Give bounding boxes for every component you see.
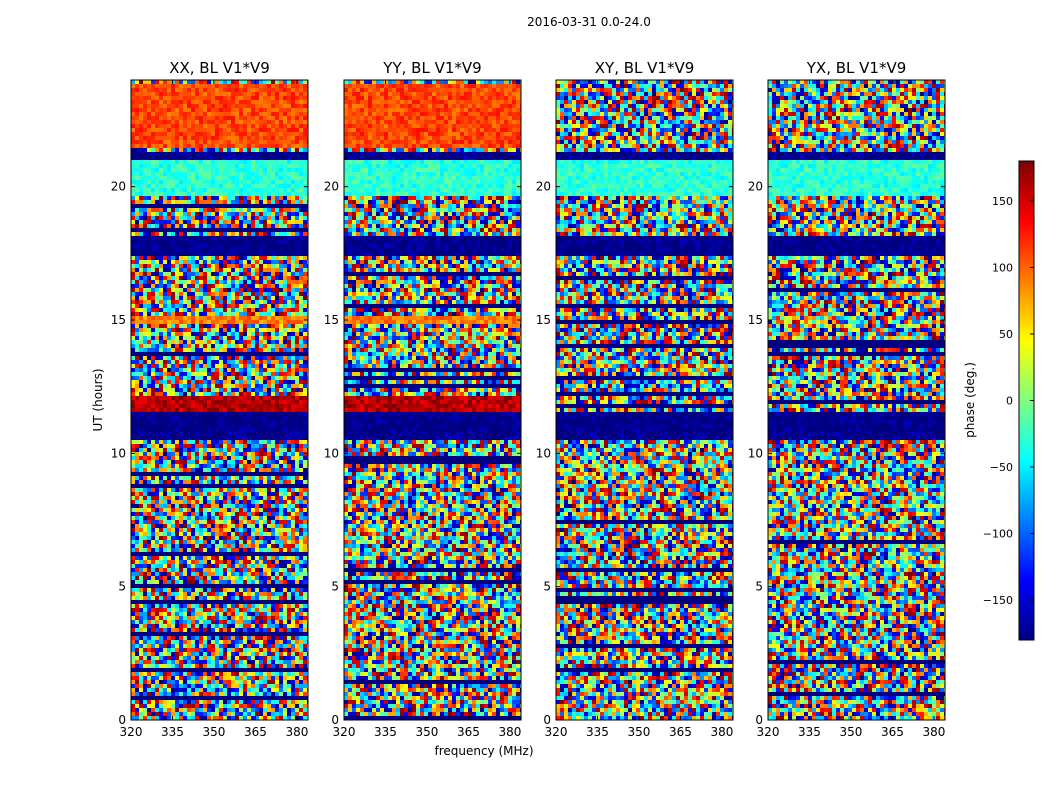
y-tick-label: 15 [536, 313, 551, 327]
x-tick-label: 320 [545, 725, 568, 739]
y-tick-label: 0 [755, 713, 763, 727]
y-tick-label: 10 [324, 446, 339, 460]
y-axis-label: UT (hours) [91, 368, 105, 431]
heatmap-cells [131, 80, 308, 720]
panel-title: YX, BL V1*V9 [806, 59, 907, 77]
y-tick-label: 15 [111, 313, 126, 327]
x-tick-label: 335 [586, 725, 609, 739]
y-tick-label: 20 [324, 180, 339, 194]
y-tick-label: 0 [331, 713, 339, 727]
y-tick-label: 10 [748, 446, 763, 460]
colorbar-tick-label: 50 [999, 328, 1013, 341]
colorbar-tick-label: −150 [983, 594, 1013, 607]
x-tick-label: 335 [798, 725, 821, 739]
x-tick-label: 365 [669, 725, 692, 739]
x-tick-label: 380 [285, 725, 308, 739]
y-tick-label: 20 [748, 180, 763, 194]
figure-suptitle: 2016-03-31 0.0-24.0 [527, 15, 651, 29]
y-tick-label: 0 [118, 713, 126, 727]
x-tick-label: 380 [498, 725, 521, 739]
x-tick-label: 335 [374, 725, 397, 739]
colorbar-tick-label: 0 [1006, 395, 1013, 408]
y-tick-label: 20 [536, 180, 551, 194]
x-tick-label: 320 [333, 725, 356, 739]
x-tick-label: 365 [244, 725, 267, 739]
heatmap-panel: YX, BL V1*V9 320 335 350 365 380 0 5 10 15 20 [748, 59, 946, 739]
x-tick-label: 365 [457, 725, 480, 739]
x-tick-label: 380 [922, 725, 945, 739]
y-tick-label: 0 [543, 713, 551, 727]
y-tick-label: 5 [543, 580, 551, 594]
x-tick-label: 335 [161, 725, 184, 739]
y-tick-label: 10 [111, 446, 126, 460]
colorbar-tick-label: −100 [983, 528, 1013, 541]
colorbar-tick-label: 150 [992, 195, 1013, 208]
colorbar-label: phase (deg.) [963, 362, 977, 438]
heatmap-panel: XX, BL V1*V9 320 335 350 365 380 0 5 10 15 20 [111, 59, 309, 739]
x-tick-label: 380 [710, 725, 733, 739]
y-tick-label: 20 [111, 180, 126, 194]
colorbar: phase (deg.) −150 −100 −50 0 50 100 150 [963, 161, 1034, 640]
heatmap-panel: XY, BL V1*V9 320 335 350 365 380 0 5 10 15 20 [536, 59, 734, 739]
panel-title: YY, BL V1*V9 [382, 59, 481, 77]
x-tick-label: 350 [628, 725, 651, 739]
y-tick-label: 5 [755, 580, 763, 594]
x-tick-label: 365 [881, 725, 904, 739]
heatmap-cells [344, 80, 521, 720]
y-tick-label: 5 [118, 580, 126, 594]
x-tick-label: 320 [120, 725, 143, 739]
panel-title: XY, BL V1*V9 [595, 59, 695, 77]
x-tick-label: 350 [416, 725, 439, 739]
x-tick-label: 350 [840, 725, 863, 739]
x-tick-label: 350 [203, 725, 226, 739]
y-tick-label: 15 [748, 313, 763, 327]
x-axis-label: frequency (MHz) [434, 744, 533, 758]
y-tick-label: 15 [324, 313, 339, 327]
colorbar-tick-label: −50 [990, 461, 1013, 474]
heatmap-cells [768, 80, 945, 720]
x-tick-label: 320 [757, 725, 780, 739]
heatmap-panel: YY, BL V1*V9 320 335 350 365 380 0 5 10 15 20 [324, 59, 522, 739]
panel-title: XX, BL V1*V9 [169, 59, 270, 77]
colorbar-tick-label: 100 [992, 261, 1013, 274]
heatmap-cells [556, 80, 733, 720]
y-tick-label: 10 [536, 446, 551, 460]
y-tick-label: 5 [331, 580, 339, 594]
